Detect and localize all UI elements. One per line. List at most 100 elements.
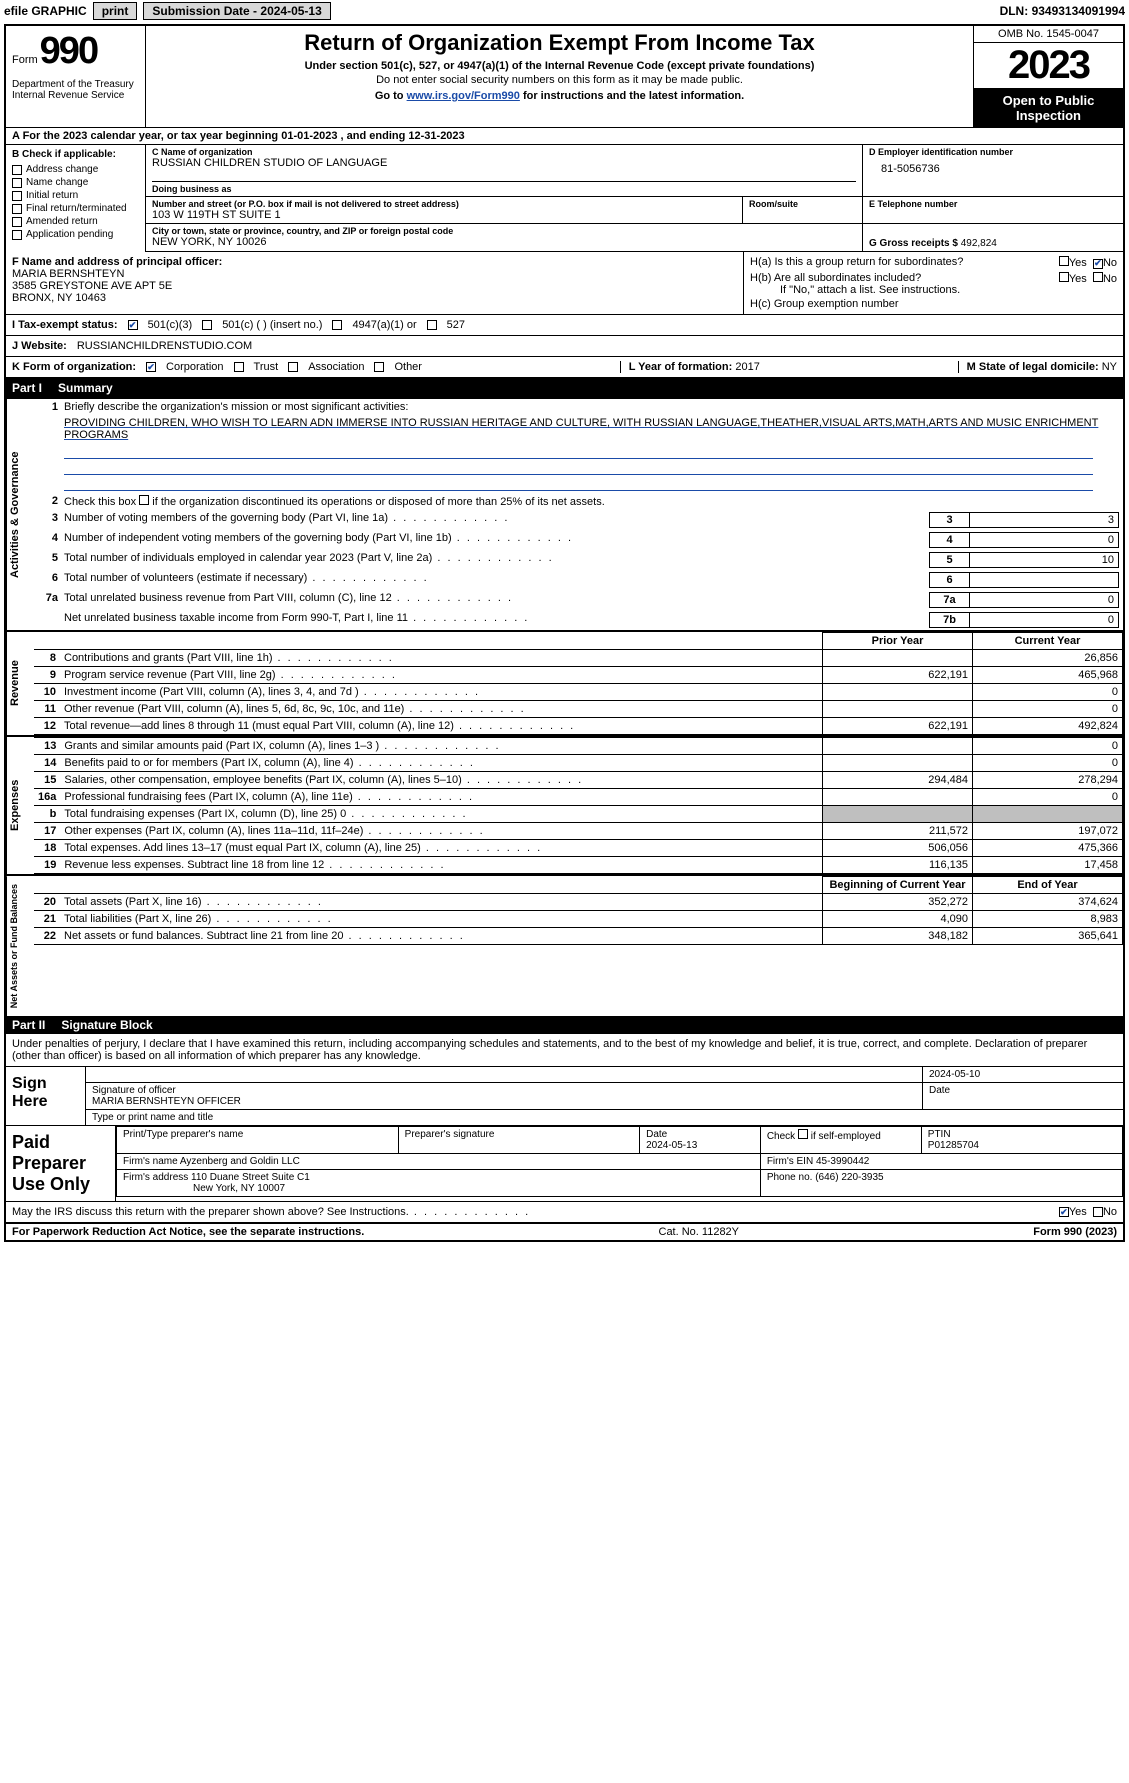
revenue-vtab: Revenue [6, 632, 34, 735]
form-title: Return of Organization Exempt From Incom… [152, 30, 967, 56]
hb-no-checkbox[interactable] [1093, 272, 1103, 282]
501c3-checkbox[interactable] [128, 320, 138, 330]
form-page: Form 990 Department of the Treasury Inte… [4, 24, 1125, 1242]
discuss-no-checkbox[interactable] [1093, 1207, 1103, 1217]
gov-vtab: Activities & Governance [6, 399, 34, 630]
net-table: Beginning of Current YearEnd of Year 20T… [34, 876, 1123, 945]
ha-no-checkbox[interactable] [1093, 259, 1103, 269]
goto-line: Go to www.irs.gov/Form990 for instructio… [152, 90, 967, 102]
amended-return-checkbox[interactable] [12, 217, 22, 227]
form-number: Form 990 [12, 30, 139, 73]
mission-text: PROVIDING CHILDREN, WHO WISH TO LEARN AD… [64, 417, 1119, 441]
corp-checkbox[interactable] [146, 362, 156, 372]
revenue-table: Prior YearCurrent Year 8Contributions an… [34, 632, 1123, 735]
revenue-section: Revenue Prior YearCurrent Year 8Contribu… [6, 630, 1123, 735]
state-domicile: M State of legal domicile: NY [958, 361, 1117, 373]
final-return-checkbox[interactable] [12, 204, 22, 214]
app-pending-checkbox[interactable] [12, 230, 22, 240]
527-checkbox[interactable] [427, 320, 437, 330]
discontinued-checkbox[interactable] [139, 495, 149, 505]
gross-cell: G Gross receipts $ 492,824 [863, 224, 1123, 251]
tax-year: 2023 [974, 43, 1123, 89]
footer-row: For Paperwork Reduction Act Notice, see … [6, 1222, 1123, 1240]
assoc-checkbox[interactable] [288, 362, 298, 372]
expenses-vtab: Expenses [6, 737, 34, 874]
table-row: 8Contributions and grants (Part VIII, li… [34, 650, 1123, 667]
revenue-rows: 8Contributions and grants (Part VIII, li… [34, 650, 1123, 735]
firm-ein: 45-3990442 [816, 1156, 869, 1167]
form-org-row: K Form of organization: Corporation Trus… [6, 357, 1123, 379]
trust-checkbox[interactable] [234, 362, 244, 372]
open-inspection: Open to Public Inspection [974, 89, 1123, 127]
table-row: 16aProfessional fundraising fees (Part I… [34, 789, 1123, 806]
tel-cell: E Telephone number [863, 197, 1123, 223]
dln: DLN: 93493134091994 [1000, 4, 1125, 18]
table-row: 12Total revenue—add lines 8 through 11 (… [34, 718, 1123, 735]
addr-change-checkbox[interactable] [12, 165, 22, 175]
ptin: P01285704 [928, 1140, 1116, 1151]
group-return-cell: H(a) Is this a group return for subordin… [743, 252, 1123, 314]
firm-name: Ayzenberg and Goldin LLC [180, 1156, 300, 1167]
city-cell: City or town, state or province, country… [146, 224, 863, 251]
entity-grid: B Check if applicable: Address change Na… [6, 145, 1123, 252]
4947-checkbox[interactable] [332, 320, 342, 330]
discuss-row: May the IRS discuss this return with the… [6, 1201, 1123, 1222]
sign-here-label: Sign Here [6, 1067, 86, 1125]
mission-line [64, 445, 1093, 459]
initial-return-checkbox[interactable] [12, 191, 22, 201]
part2-header: Part II Signature Block [6, 1016, 1123, 1034]
table-row: 18Total expenses. Add lines 13–17 (must … [34, 840, 1123, 857]
org-name-cell: C Name of organization RUSSIAN CHILDREN … [146, 145, 863, 196]
table-row: 11Other revenue (Part VIII, column (A), … [34, 701, 1123, 718]
street-cell: Number and street (or P.O. box if mail i… [146, 197, 743, 223]
table-row: 15Salaries, other compensation, employee… [34, 772, 1123, 789]
mission-line [64, 477, 1093, 491]
table-row: 20Total assets (Part X, line 16)352,2723… [34, 894, 1123, 911]
hb-yes-checkbox[interactable] [1059, 272, 1069, 282]
submission-date-button[interactable]: Submission Date - 2024-05-13 [143, 2, 330, 20]
table-row: 10Investment income (Part VIII, column (… [34, 684, 1123, 701]
other-checkbox[interactable] [374, 362, 384, 372]
firm-phone: (646) 220-3935 [815, 1172, 883, 1183]
name-change-checkbox[interactable] [12, 178, 22, 188]
website-row: J Website: RUSSIANCHILDRENSTUDIO.COM [6, 336, 1123, 357]
expenses-rows: 13Grants and similar amounts paid (Part … [34, 738, 1123, 874]
table-row: 19Revenue less expenses. Subtract line 1… [34, 857, 1123, 874]
ha-yes-checkbox[interactable] [1059, 256, 1069, 266]
net-vtab: Net Assets or Fund Balances [6, 876, 34, 1016]
efile-label: efile GRAPHIC [4, 4, 87, 18]
col-cde: C Name of organization RUSSIAN CHILDREN … [146, 145, 1123, 252]
501c-checkbox[interactable] [202, 320, 212, 330]
table-row: bTotal fundraising expenses (Part IX, co… [34, 806, 1123, 823]
line-a: A For the 2023 calendar year, or tax yea… [6, 128, 1123, 145]
prep-date: 2024-05-13 [646, 1140, 754, 1151]
ein-cell: D Employer identification number 81-5056… [863, 145, 1123, 196]
table-row: 17Other expenses (Part IX, column (A), l… [34, 823, 1123, 840]
expenses-section: Expenses 13Grants and similar amounts pa… [6, 735, 1123, 874]
table-row: 14Benefits paid to or for members (Part … [34, 755, 1123, 772]
officer-name: MARIA BERNSHTEYN OFFICER [92, 1096, 916, 1107]
print-button[interactable]: print [93, 2, 138, 20]
firm-addr: 110 Duane Street Suite C1 [191, 1172, 310, 1183]
self-employed-checkbox[interactable] [798, 1129, 808, 1139]
discuss-yes-checkbox[interactable] [1059, 1207, 1069, 1217]
gov-section: Activities & Governance 1Briefly describ… [6, 397, 1123, 630]
room-cell: Room/suite [743, 197, 863, 223]
year-formation: L Year of formation: 2017 [620, 361, 760, 373]
irs-link[interactable]: www.irs.gov/Form990 [407, 90, 520, 102]
sign-here-grid: Sign Here 2024-05-10 Signature of office… [6, 1067, 1123, 1126]
table-row: 21Total liabilities (Part X, line 26)4,0… [34, 911, 1123, 928]
topbar: efile GRAPHIC print Submission Date - 20… [0, 0, 1129, 22]
row-fh: F Name and address of principal officer:… [6, 252, 1123, 315]
expenses-table: 13Grants and similar amounts paid (Part … [34, 737, 1123, 874]
header-center: Return of Organization Exempt From Incom… [146, 26, 973, 127]
paid-preparer-grid: Paid Preparer Use Only Print/Type prepar… [6, 1126, 1123, 1201]
form-ref: Form 990 (2023) [1033, 1226, 1117, 1238]
part1-header: Part I Summary [6, 379, 1123, 397]
header-right: OMB No. 1545-0047 2023 Open to Public In… [973, 26, 1123, 127]
dept-treasury: Department of the Treasury Internal Reve… [12, 79, 139, 101]
header-left: Form 990 Department of the Treasury Inte… [6, 26, 146, 127]
net-section: Net Assets or Fund Balances Beginning of… [6, 874, 1123, 1016]
cat-no: Cat. No. 11282Y [364, 1226, 1033, 1238]
table-row: 22Net assets or fund balances. Subtract … [34, 928, 1123, 945]
